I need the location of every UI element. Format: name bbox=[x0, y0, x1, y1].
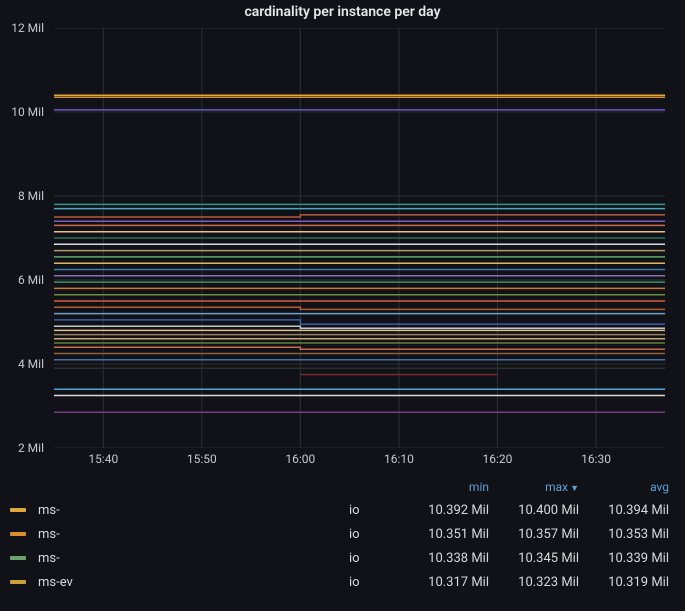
legend-avg-value: 10.394 Mil bbox=[585, 503, 675, 518]
x-tick-label: 16:00 bbox=[285, 452, 315, 466]
y-tick-label: 12 Mil bbox=[11, 21, 44, 35]
legend-avg-value: 10.319 Mil bbox=[585, 575, 675, 590]
legend-max-value: 10.357 Mil bbox=[495, 527, 585, 542]
legend-series-name: ms- bbox=[38, 527, 345, 542]
legend-series-name: ms- bbox=[38, 503, 345, 518]
timeseries-panel: cardinality per instance per day 2 Mil 4 … bbox=[0, 0, 685, 611]
legend-max-value: 10.323 Mil bbox=[495, 575, 585, 590]
x-tick-label: 16:20 bbox=[483, 452, 513, 466]
legend-swatch bbox=[10, 556, 26, 560]
legend-row[interactable]: ms-evio10.317 Mil10.323 Mil10.319 Mil bbox=[10, 570, 675, 594]
legend-header-max[interactable]: max▼ bbox=[495, 480, 585, 494]
legend-series-suffix: io bbox=[345, 575, 405, 590]
legend-avg-value: 10.353 Mil bbox=[585, 527, 675, 542]
x-tick-label: 16:30 bbox=[581, 452, 611, 466]
legend-min-value: 10.351 Mil bbox=[405, 527, 495, 542]
legend-header-avg[interactable]: avg bbox=[585, 480, 675, 494]
x-tick-label: 15:40 bbox=[88, 452, 118, 466]
legend-min-value: 10.317 Mil bbox=[405, 575, 495, 590]
y-tick-label: 8 Mil bbox=[18, 189, 44, 203]
y-tick-label: 10 Mil bbox=[11, 105, 44, 119]
legend-min-value: 10.338 Mil bbox=[405, 551, 495, 566]
legend-row[interactable]: ms-io10.338 Mil10.345 Mil10.339 Mil bbox=[10, 546, 675, 570]
legend-row[interactable]: ms-io10.392 Mil10.400 Mil10.394 Mil bbox=[10, 498, 675, 522]
legend-avg-value: 10.339 Mil bbox=[585, 551, 675, 566]
x-tick-label: 16:10 bbox=[384, 452, 414, 466]
legend-header-row[interactable]: min max▼ avg bbox=[10, 476, 675, 498]
legend-swatch bbox=[10, 580, 26, 584]
legend-swatch bbox=[10, 508, 26, 512]
legend-header-min[interactable]: min bbox=[405, 480, 495, 494]
y-tick-label: 2 Mil bbox=[18, 441, 44, 455]
y-tick-label: 4 Mil bbox=[18, 357, 44, 371]
plot-area[interactable] bbox=[54, 28, 665, 448]
legend-table: min max▼ avg ms-io10.392 Mil10.400 Mil10… bbox=[0, 476, 685, 611]
legend-series-suffix: io bbox=[345, 527, 405, 542]
panel-title: cardinality per instance per day bbox=[0, 0, 685, 22]
x-axis-labels: 15:40 15:50 16:00 16:10 16:20 16:30 bbox=[54, 452, 665, 472]
legend-min-value: 10.392 Mil bbox=[405, 503, 495, 518]
legend-series-suffix: io bbox=[345, 503, 405, 518]
y-tick-label: 6 Mil bbox=[18, 273, 44, 287]
legend-series-suffix: io bbox=[345, 551, 405, 566]
x-tick-label: 15:50 bbox=[187, 452, 217, 466]
legend-series-name: ms-ev bbox=[38, 575, 345, 590]
legend-series-name: ms- bbox=[38, 551, 345, 566]
chart-svg bbox=[54, 28, 665, 448]
legend-swatch bbox=[10, 532, 26, 536]
sort-indicator-icon: ▼ bbox=[570, 484, 579, 494]
legend-row[interactable]: ms-io10.351 Mil10.357 Mil10.353 Mil bbox=[10, 522, 675, 546]
chart-area[interactable]: 2 Mil4 Mil6 Mil8 Mil10 Mil12 Mil 15:4015… bbox=[0, 28, 685, 468]
y-axis-labels: 2 Mil4 Mil6 Mil8 Mil10 Mil12 Mil bbox=[0, 28, 50, 468]
legend-max-value: 10.400 Mil bbox=[495, 503, 585, 518]
legend-max-value: 10.345 Mil bbox=[495, 551, 585, 566]
